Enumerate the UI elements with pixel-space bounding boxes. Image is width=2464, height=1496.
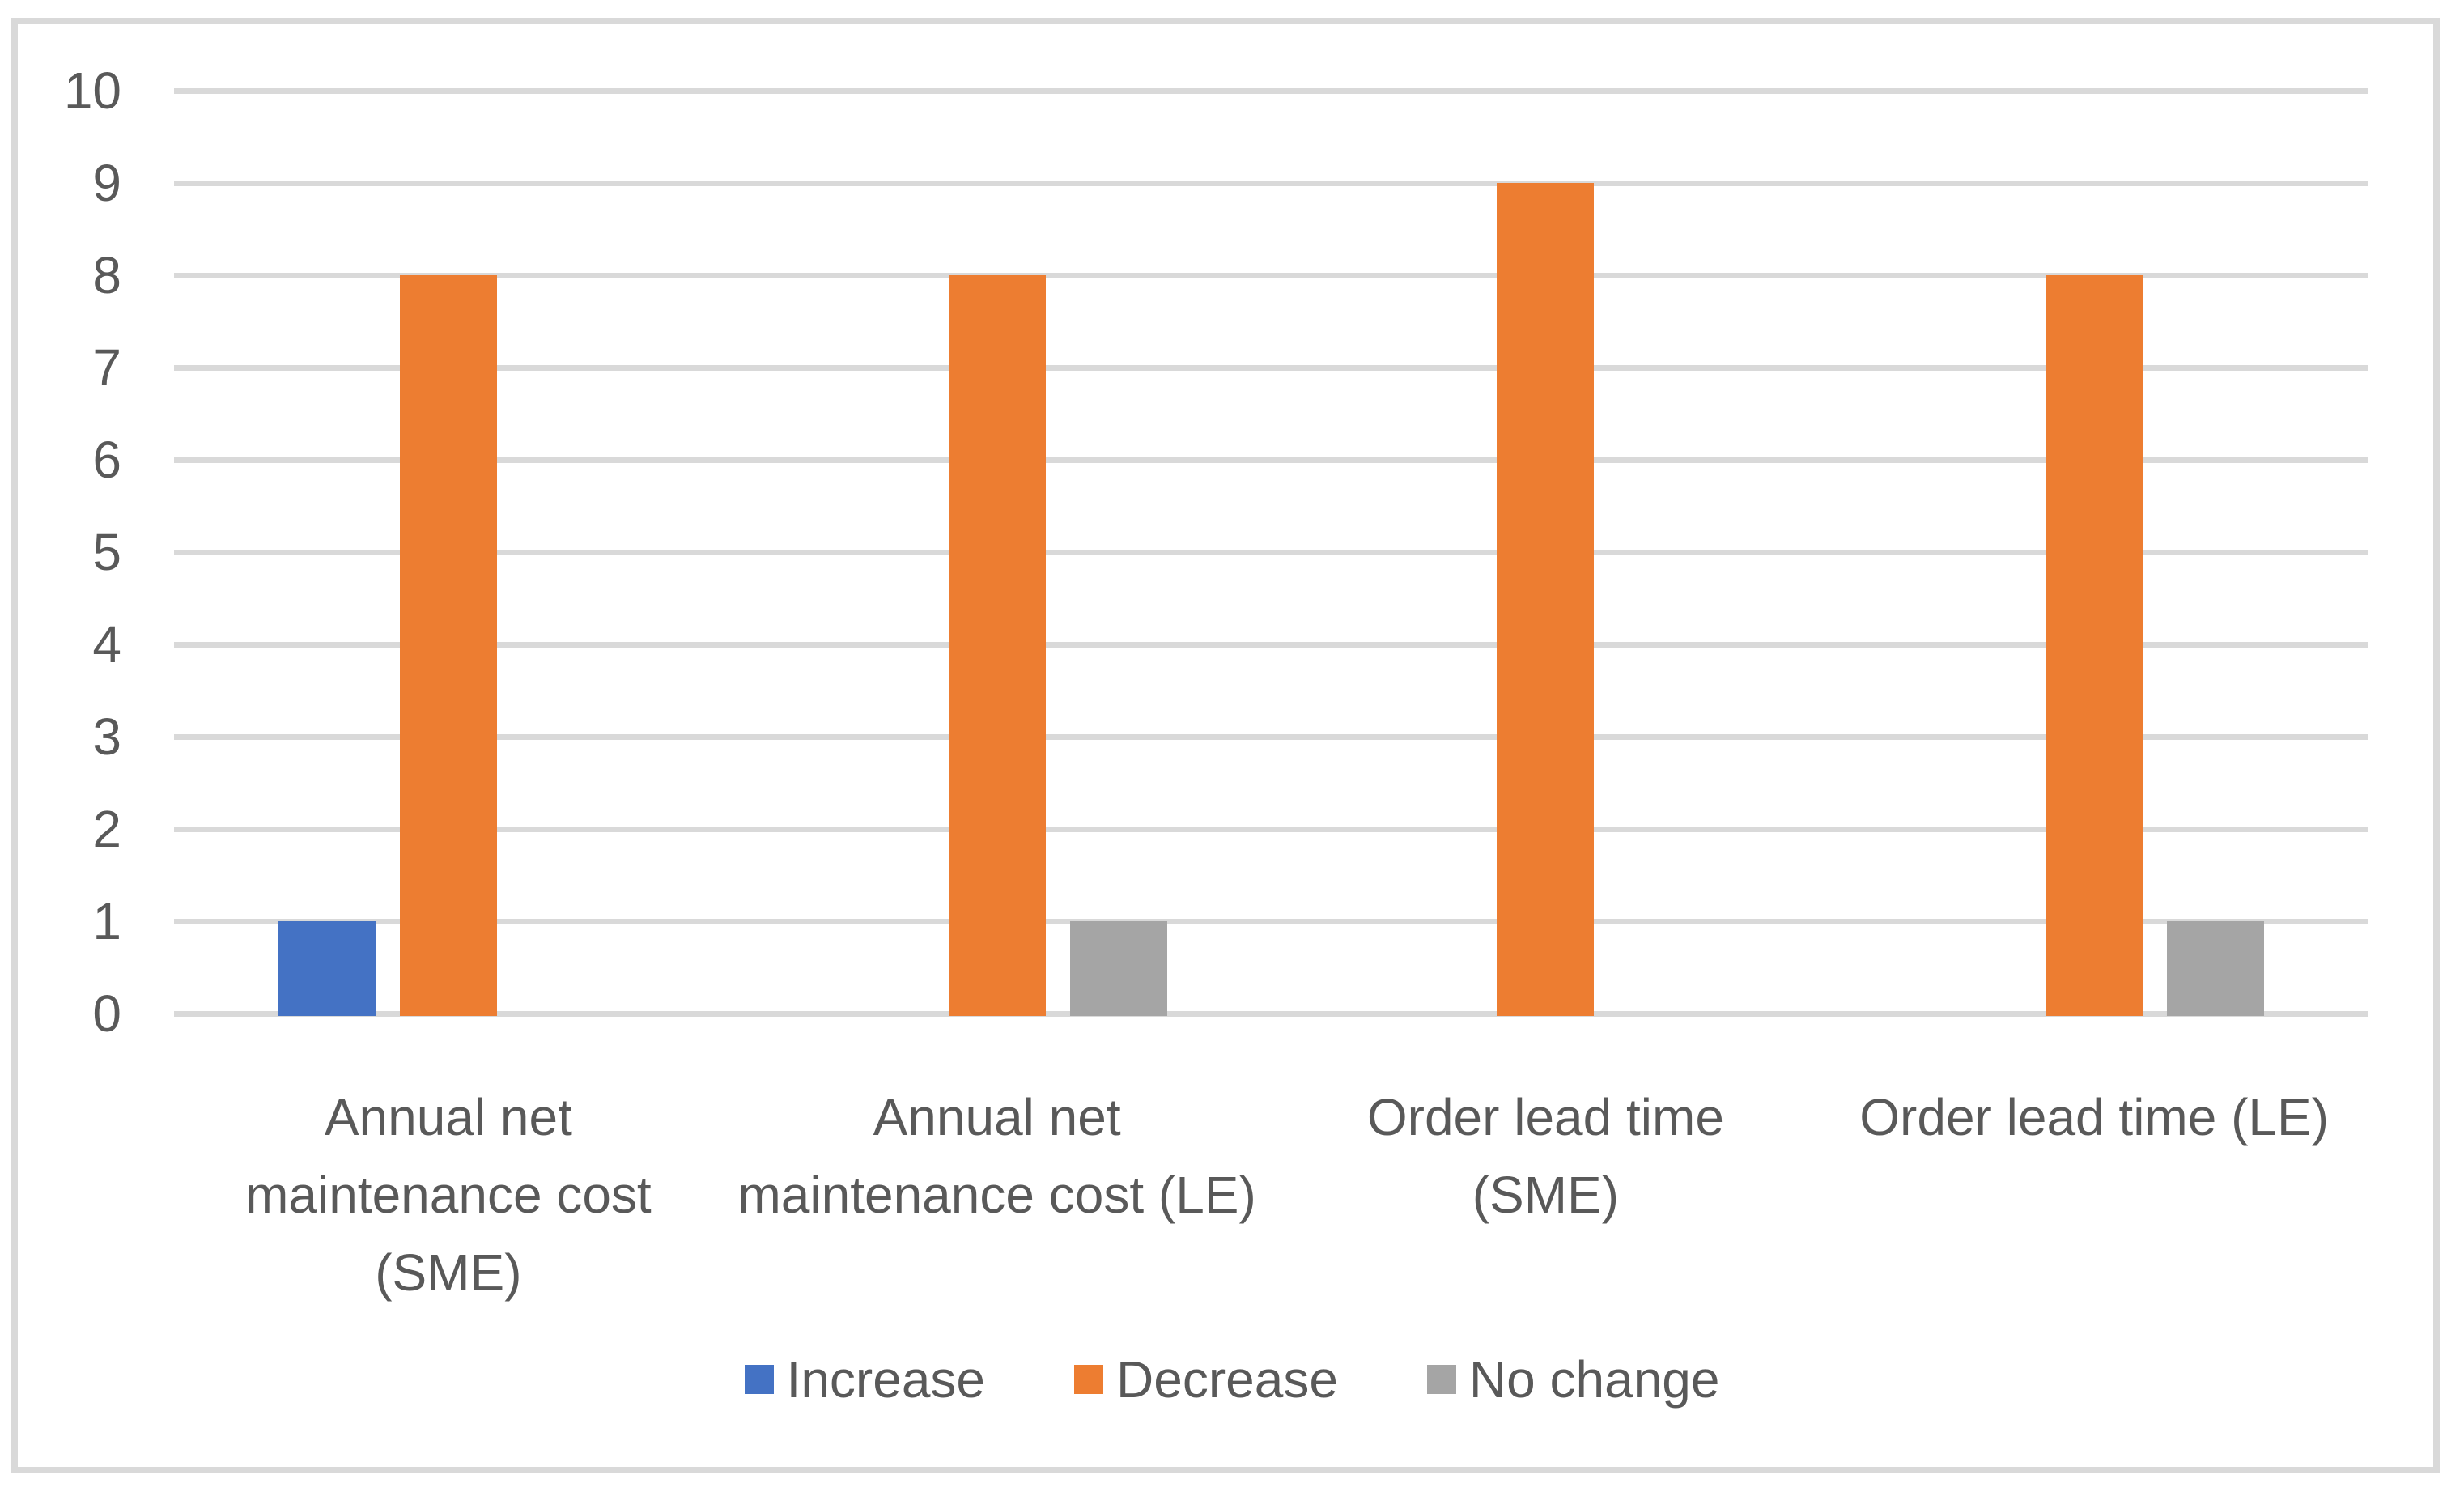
legend-label: Decrease (1116, 1350, 1338, 1409)
legend-swatch-icon (1074, 1365, 1103, 1394)
gridline (174, 733, 2368, 740)
y-axis-tick-label: 0 (92, 984, 121, 1043)
gridline (174, 918, 2368, 924)
gridline (174, 641, 2368, 648)
x-axis-category-label: Order lead time (SME) (1366, 1088, 1724, 1224)
legend-swatch-icon (744, 1365, 774, 1394)
gridline (174, 1010, 2368, 1017)
y-axis-tick-label: 5 (92, 523, 121, 581)
bar-increase (278, 921, 376, 1016)
y-axis-tick-label: 3 (92, 708, 121, 766)
gridline (174, 549, 2368, 555)
legend-swatch-icon (1426, 1365, 1456, 1394)
gridline (174, 826, 2368, 832)
y-axis-tick-label: 8 (92, 246, 121, 304)
x-axis-category-label: Order lead time (LE) (1859, 1088, 2329, 1146)
y-axis-tick-label: 9 (92, 154, 121, 212)
bar-no-change (1069, 921, 1167, 1016)
gridline (174, 87, 2368, 94)
legend-label: No change (1468, 1350, 1720, 1409)
y-axis-tick-label: 4 (92, 615, 121, 674)
bar-decrease (1497, 183, 1595, 1016)
x-axis-category-label: Annual net maintenance cost (LE) (737, 1088, 1256, 1224)
y-axis-tick-label: 2 (92, 800, 121, 858)
legend-label: Increase (786, 1350, 985, 1409)
legend-item-increase: Increase (744, 1350, 985, 1409)
y-axis-tick-label: 7 (92, 338, 121, 397)
gridline (174, 272, 2368, 278)
x-axis-category-label: Annual net maintenance cost (SME) (245, 1088, 652, 1302)
chart-legend: Increase Decrease No change (0, 1350, 2464, 1409)
legend-item-decrease: Decrease (1074, 1350, 1338, 1409)
y-axis-tick-label: 1 (92, 892, 121, 950)
bar-decrease (2046, 275, 2143, 1016)
legend-item-no-change: No change (1426, 1350, 1720, 1409)
bar-decrease (948, 275, 1046, 1016)
gridline (174, 180, 2368, 186)
bar-no-change (2167, 921, 2265, 1016)
bar-decrease (399, 275, 497, 1016)
gridline (174, 364, 2368, 371)
y-axis-tick-label: 10 (63, 62, 121, 120)
y-axis-tick-label: 6 (92, 431, 121, 489)
gridline (174, 457, 2368, 463)
chart-frame (11, 18, 2440, 1473)
